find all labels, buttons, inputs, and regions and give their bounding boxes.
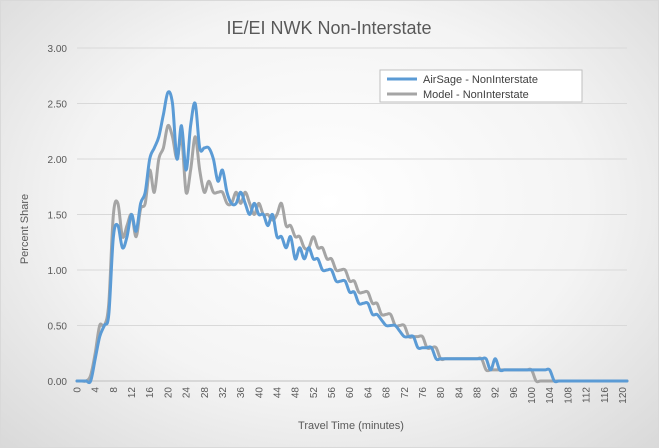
y-tick-label: 1.50 [48,211,68,222]
y-axis-ticks: 0.00 0.50 1.00 1.50 2.00 2.50 3.00 [48,44,68,388]
legend-label: Model - NonInterstate [423,89,529,101]
x-tick-label: 32 [218,387,229,399]
x-tick-label: 108 [563,387,574,404]
x-tick-label: 104 [545,387,556,404]
x-tick-label: 76 [418,387,429,399]
x-tick-label: 112 [582,387,593,403]
x-tick-label: 56 [327,387,338,399]
x-tick-label: 48 [291,387,302,399]
x-axis-title: Travel Time (minutes) [298,420,404,432]
x-tick-label: 96 [509,387,520,399]
x-tick-label: 40 [254,387,265,399]
x-tick-label: 72 [400,387,411,399]
x-tick-label: 64 [363,387,374,399]
x-tick-label: 24 [182,387,193,399]
x-tick-label: 44 [273,387,284,399]
x-tick-label: 36 [236,387,247,399]
x-tick-label: 116 [600,387,611,403]
x-axis-ticks: 0 4 8 12 16 20 24 28 32 36 40 44 48 52 56 60 64 68 72 76 80 8… [73,387,629,404]
x-tick-label: 68 [382,387,393,399]
legend-label: AirSage - NonInterstate [423,74,538,86]
legend: AirSage - NonInterstate Model - NonInters… [379,69,583,103]
y-tick-label: 3.00 [48,44,68,55]
chart-title: IE/EI NWK Non-Interstate [226,18,431,38]
x-tick-label: 52 [309,387,320,399]
series-lines [75,90,629,385]
y-tick-label: 2.00 [48,155,68,166]
x-tick-label: 12 [127,387,138,399]
x-tick-label: 20 [163,387,174,399]
y-tick-label: 0.50 [48,322,68,333]
x-tick-label: 60 [345,387,356,399]
series-line-model [75,123,629,384]
series-line-airsage [75,90,629,385]
y-tick-label: 1.00 [48,266,68,277]
x-tick-label: 80 [436,387,447,399]
x-tick-label: 16 [145,387,156,399]
x-tick-label: 8 [109,387,120,393]
legend-box [379,69,583,103]
y-axis-title: Percent Share [19,194,31,264]
x-tick-label: 84 [454,387,465,399]
x-tick-label: 120 [618,387,629,404]
x-tick-label: 0 [73,387,84,393]
y-tick-label: 0.00 [48,377,68,388]
x-tick-label: 92 [491,387,502,399]
x-tick-label: 88 [473,387,484,399]
x-tick-label: 4 [91,387,102,393]
y-tick-label: 2.50 [48,100,68,111]
x-tick-label: 100 [527,387,538,404]
gridlines [77,47,627,382]
x-tick-label: 28 [200,387,211,399]
